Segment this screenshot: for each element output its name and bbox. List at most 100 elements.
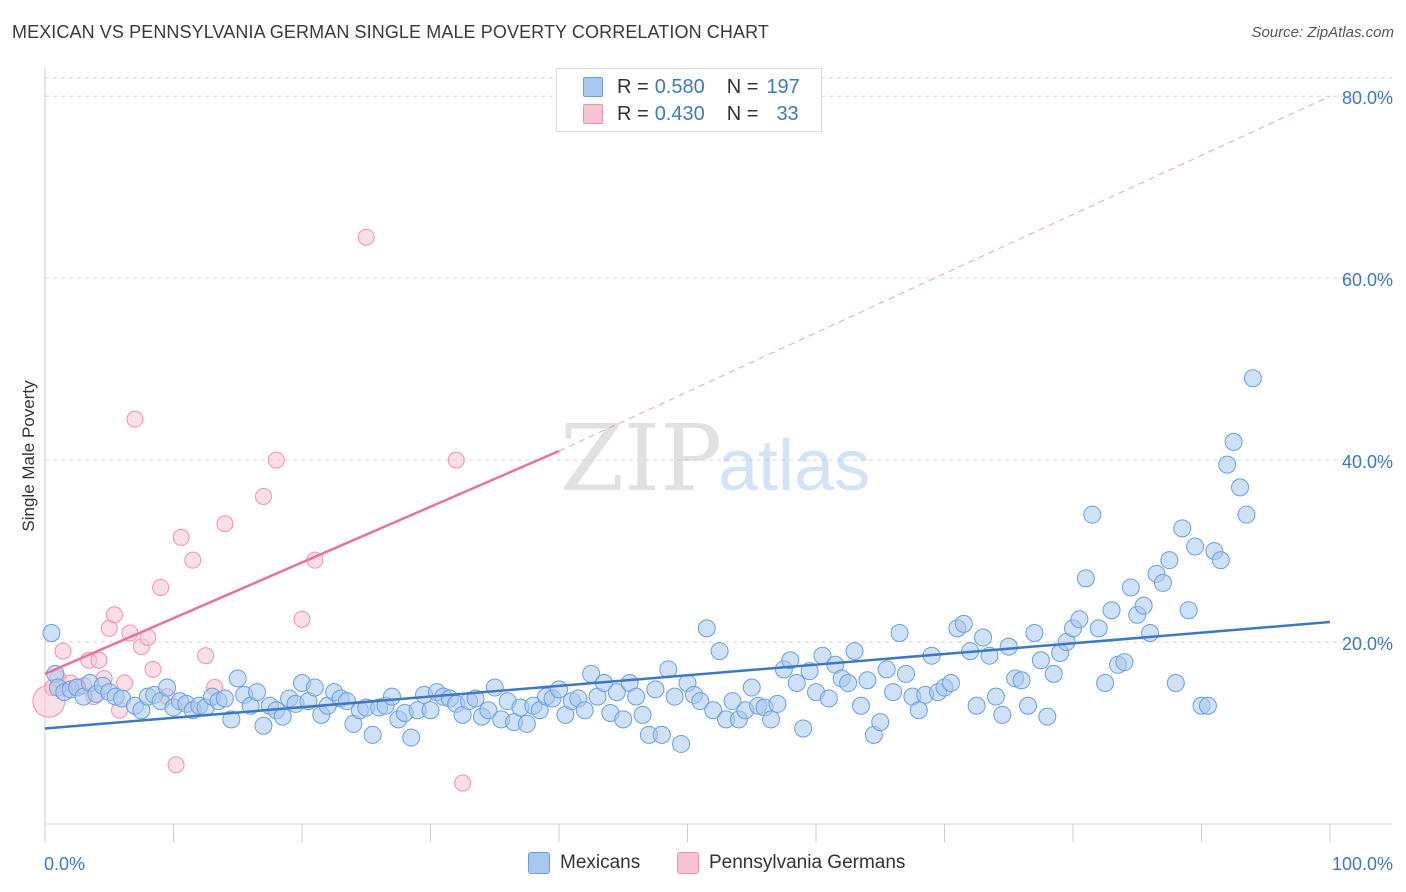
mexicans-point bbox=[1153, 573, 1172, 592]
pa-germans-swatch bbox=[583, 104, 603, 124]
mexicans-point bbox=[402, 728, 421, 747]
mexicans-point bbox=[273, 707, 292, 726]
mexicans-point bbox=[781, 651, 800, 670]
mexicans-point bbox=[1102, 601, 1121, 620]
pa-germans-point bbox=[126, 410, 144, 428]
pa-germans-point bbox=[90, 651, 108, 669]
mexicans-point bbox=[974, 628, 993, 647]
mexicans-point bbox=[710, 642, 729, 661]
mexicans-point bbox=[1115, 653, 1134, 672]
n-label: N = bbox=[726, 75, 759, 98]
pa-germans-point bbox=[105, 606, 123, 624]
mexicans-point bbox=[672, 734, 691, 753]
mexicans-point bbox=[723, 692, 742, 711]
mexicans-point bbox=[909, 701, 928, 720]
mexicans-point bbox=[1031, 651, 1050, 670]
pa-germans-point bbox=[172, 528, 190, 546]
mexicans-point bbox=[1173, 519, 1192, 538]
mexicans-point bbox=[1231, 478, 1250, 497]
mexicans-point bbox=[1083, 505, 1102, 524]
mexicans-point bbox=[1166, 673, 1185, 692]
mexicans-point bbox=[941, 673, 960, 692]
mexicans-point bbox=[646, 680, 665, 699]
mexicans-point bbox=[768, 694, 787, 713]
pa-germans-point bbox=[254, 487, 272, 505]
mexicans-point bbox=[337, 692, 356, 711]
mexicans-point bbox=[363, 725, 382, 744]
y-axis-label: Single Male Poverty bbox=[19, 380, 38, 532]
mexicans-point bbox=[575, 701, 594, 720]
mexicans-point bbox=[762, 710, 781, 729]
mexicans-point bbox=[839, 673, 858, 692]
pa-germans-point bbox=[454, 774, 472, 792]
gridlines bbox=[45, 77, 1392, 643]
mexicans-point bbox=[607, 683, 626, 702]
mexicans-point bbox=[1070, 610, 1089, 629]
mexicans-n-value: 197 bbox=[766, 75, 800, 98]
series-legend: Mexicans Pennsylvania Germans bbox=[0, 852, 1406, 878]
mexicans-point bbox=[1243, 369, 1262, 388]
mexicans-point bbox=[158, 678, 177, 697]
r-label: R = bbox=[617, 102, 649, 125]
y-tick-label: 60.0% bbox=[1342, 270, 1393, 290]
mexicans-point bbox=[614, 710, 633, 729]
mexicans-point bbox=[896, 664, 915, 683]
tick-labels: 20.0% 40.0% 60.0% 80.0% 0.0% 100.0% bbox=[44, 88, 1393, 874]
mexicans-point bbox=[42, 623, 61, 642]
pa-germans-point bbox=[197, 647, 215, 665]
mexicans-point bbox=[382, 687, 401, 706]
y-tick-label: 40.0% bbox=[1342, 452, 1393, 472]
mexicans-point bbox=[704, 701, 723, 720]
y-tick-label: 20.0% bbox=[1342, 634, 1393, 654]
mexicans-point bbox=[1012, 671, 1031, 690]
mexicans-trend-line bbox=[44, 620, 1331, 730]
pa-germans-trend-extension bbox=[558, 95, 1331, 452]
pa-germans-point bbox=[184, 551, 202, 569]
legend-row-mexicans: R = 0.580 N = 197 bbox=[583, 75, 800, 99]
y-tick-label: 80.0% bbox=[1342, 88, 1393, 108]
mexicans-point bbox=[1044, 664, 1063, 683]
mexicans-swatch bbox=[583, 77, 603, 97]
pa-germans-point bbox=[267, 451, 285, 469]
mexicans-point bbox=[1211, 551, 1230, 570]
mexicans-point bbox=[633, 705, 652, 724]
mexicans-point bbox=[1198, 696, 1217, 715]
mexicans-point bbox=[1038, 707, 1057, 726]
mexicans-points bbox=[42, 369, 1262, 753]
mexicans-point bbox=[999, 637, 1018, 656]
mexicans-point bbox=[967, 696, 986, 715]
mexicans-point bbox=[665, 687, 684, 706]
mexicans-point bbox=[858, 671, 877, 690]
mexicans-point bbox=[1025, 623, 1044, 642]
mexicans-legend-label: Mexicans bbox=[560, 852, 641, 873]
mexicans-point bbox=[845, 642, 864, 661]
mexicans-point bbox=[691, 692, 710, 711]
chart-title: MEXICAN VS PENNSYLVANIA GERMAN SINGLE MA… bbox=[12, 22, 769, 42]
mexicans-point bbox=[1089, 619, 1108, 638]
x-tick-label: 0.0% bbox=[44, 854, 85, 874]
mexicans-point bbox=[1179, 601, 1198, 620]
mexicans-point bbox=[479, 701, 498, 720]
mexicans-point bbox=[1134, 596, 1153, 615]
pa-germans-point bbox=[216, 515, 234, 533]
mexicans-point bbox=[851, 696, 870, 715]
pa-germans-point bbox=[293, 610, 311, 628]
mexicans-point bbox=[1019, 696, 1038, 715]
mexicans-point bbox=[800, 662, 819, 681]
legend-item-pa-germans[interactable]: Pennsylvania Germans bbox=[677, 852, 905, 874]
mexicans-point bbox=[742, 678, 761, 697]
mexicans-point bbox=[1237, 505, 1256, 524]
mexicans-point bbox=[993, 705, 1012, 724]
pa-germans-point bbox=[167, 756, 185, 774]
mexicans-point bbox=[787, 673, 806, 692]
watermark-zip: ZIP bbox=[560, 405, 722, 512]
mexicans-point bbox=[627, 687, 646, 706]
mexicans-point bbox=[697, 619, 716, 638]
r-label: R = bbox=[617, 75, 649, 98]
pa-germans-trend-line bbox=[44, 449, 560, 676]
mexicans-point bbox=[485, 678, 504, 697]
mexicans-point bbox=[1186, 537, 1205, 556]
trend-lines bbox=[44, 95, 1331, 730]
legend-item-mexicans[interactable]: Mexicans bbox=[528, 852, 640, 874]
